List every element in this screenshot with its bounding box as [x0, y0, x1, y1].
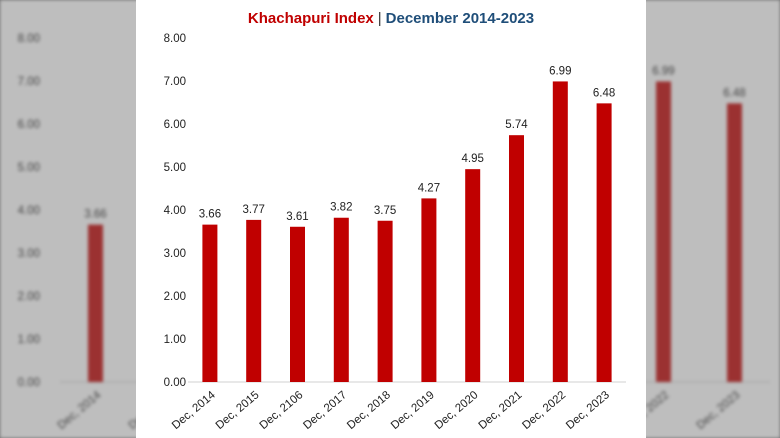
- bar: [465, 169, 481, 382]
- x-tick-label: Dec, 2022: [520, 389, 568, 432]
- bar: [377, 220, 393, 382]
- x-tick-label: Dec, 2020: [433, 389, 481, 432]
- y-tick-label: 3.00: [164, 248, 186, 260]
- bar: [202, 224, 218, 382]
- bar: [509, 135, 524, 382]
- chart-card: Khachapuri Index | December 2014-2023 0.00…: [136, 0, 646, 438]
- y-tick-label: 6.00: [18, 119, 40, 131]
- y-tick-label: 0.00: [164, 377, 186, 389]
- y-tick-label: 7.00: [18, 76, 40, 88]
- data-label: 3.82: [330, 202, 352, 214]
- data-label: 6.48: [593, 87, 615, 99]
- data-label: 6.99: [652, 65, 674, 77]
- y-tick-label: 2.00: [18, 291, 40, 303]
- bar: [552, 81, 568, 383]
- y-tick-label: 6.00: [164, 119, 186, 131]
- y-tick-label: 7.00: [164, 76, 186, 88]
- x-tick-label: Dec, 2021: [477, 389, 525, 432]
- x-tick-label: Dec, 2015: [214, 389, 262, 432]
- data-label: 3.61: [286, 211, 308, 223]
- y-tick-label: 4.00: [164, 205, 186, 217]
- y-tick-label: 5.00: [164, 162, 186, 174]
- x-tick-label: Dec, 2106: [258, 389, 306, 432]
- chart-title-separator: |: [378, 10, 382, 27]
- data-label: 3.77: [243, 204, 265, 216]
- bar: [421, 198, 437, 382]
- x-tick-label: Dec, 2023: [564, 389, 612, 432]
- data-label: 5.74: [505, 119, 528, 131]
- bar-chart: Khachapuri Index | December 2014-2023 0.00…: [164, 10, 626, 432]
- bar: [88, 224, 103, 382]
- chart-title-main: Khachapuri Index: [248, 10, 375, 27]
- x-tick-label: Dec, 2018: [345, 389, 393, 432]
- bar: [333, 217, 349, 382]
- y-tick-label: 5.00: [18, 162, 40, 174]
- data-label: 6.48: [723, 87, 745, 99]
- data-label: 3.66: [84, 209, 106, 221]
- bar: [246, 219, 262, 382]
- y-tick-label: 2.00: [164, 291, 186, 303]
- chart-title-period: December 2014-2023: [386, 10, 534, 27]
- y-tick-label: 8.00: [18, 33, 40, 45]
- data-label: 4.95: [462, 153, 484, 165]
- x-tick-label: Dec, 2017: [301, 389, 349, 432]
- data-label: 3.75: [374, 205, 396, 217]
- x-tick-label: Dec, 2014: [170, 389, 218, 432]
- bar: [596, 103, 612, 383]
- y-tick-label: 3.00: [18, 248, 40, 260]
- bar: [656, 81, 671, 383]
- bar: [290, 226, 305, 382]
- y-tick-label: 1.00: [164, 334, 186, 346]
- y-tick-label: 4.00: [18, 205, 40, 217]
- y-tick-label: 8.00: [164, 33, 186, 45]
- y-tick-label: 1.00: [18, 334, 40, 346]
- chart-title: Khachapuri Index | December 2014-2023: [248, 10, 534, 27]
- data-label: 6.99: [549, 65, 571, 77]
- x-tick-label: Dec, 2019: [389, 389, 437, 432]
- y-tick-label: 0.00: [18, 377, 40, 389]
- bar: [727, 103, 742, 383]
- bars: 3.66 3.77 3.61 3.82 3.75 4.27 4.95 5.74 6.99 6.48: [199, 65, 615, 383]
- data-label: 3.66: [199, 209, 221, 221]
- data-label: 4.27: [418, 182, 440, 194]
